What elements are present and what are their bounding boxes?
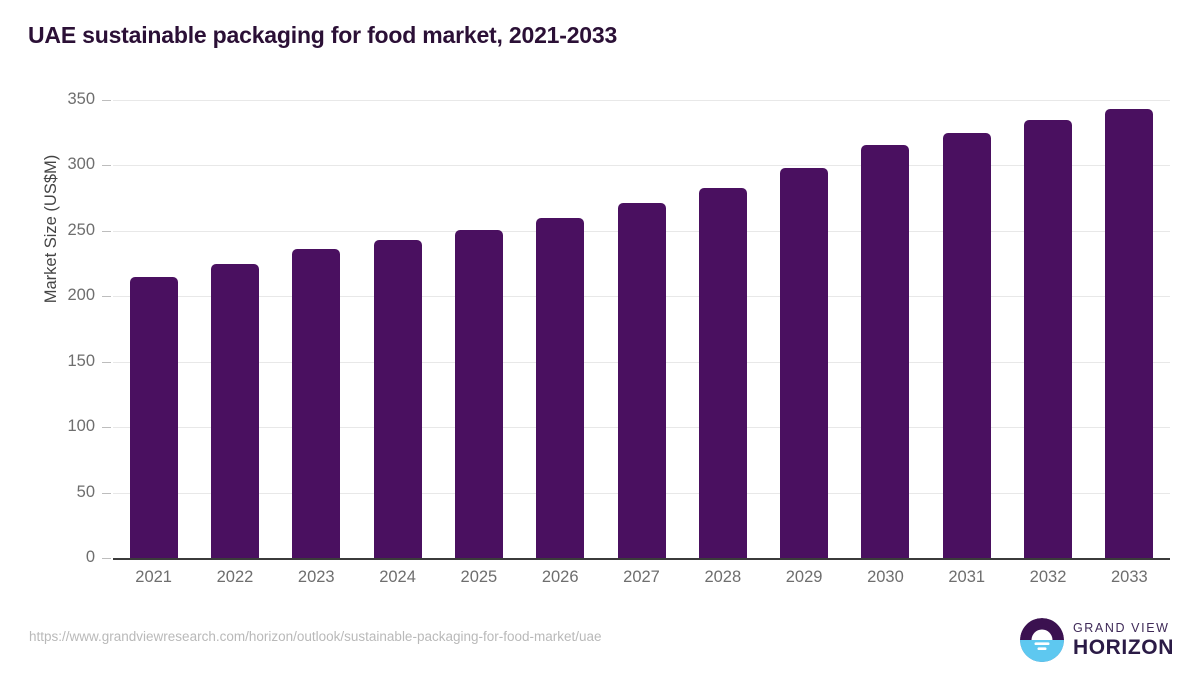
y-tick-label: 100 [67, 417, 95, 436]
y-tick-mark [102, 296, 111, 298]
y-tick-mark [102, 361, 111, 363]
x-tick-label-2024: 2024 [379, 568, 416, 586]
x-tick-label-2021: 2021 [135, 568, 172, 586]
bar-2021[interactable] [129, 276, 178, 558]
y-tick-mark [102, 558, 111, 559]
source-url[interactable]: https://www.grandviewresearch.com/horizo… [29, 629, 602, 644]
y-tick-mark [102, 100, 111, 101]
bar-2029[interactable] [780, 168, 829, 558]
bar-2025[interactable] [454, 229, 503, 558]
brand-name-line2: HORIZON [1072, 636, 1174, 660]
y-tick-label: 200 [67, 286, 95, 305]
y-tick-label: 250 [67, 220, 95, 239]
plot-area [113, 100, 1170, 558]
y-tick-label: 0 [85, 548, 95, 566]
y-tick-mark [102, 427, 111, 429]
sunrise-icon [1019, 618, 1064, 662]
x-tick-label-2022: 2022 [216, 568, 254, 586]
x-tick-label-2029: 2029 [785, 568, 823, 586]
y-tick-label: 150 [67, 351, 95, 370]
bar-2033[interactable] [1105, 109, 1154, 558]
bar-2030[interactable] [861, 144, 910, 558]
x-axis-line [113, 558, 1170, 560]
x-tick-label-2028: 2028 [704, 568, 742, 586]
y-tick-label: 350 [67, 90, 95, 108]
bar-2026[interactable] [536, 217, 585, 558]
y-tick-mark [102, 165, 111, 167]
gridline [113, 165, 1170, 167]
x-tick-label-2023: 2023 [297, 568, 335, 586]
bar-2023[interactable] [292, 249, 341, 558]
page-title: UAE sustainable packaging for food marke… [28, 22, 618, 48]
brand-logo-text: GRAND VIEW HORIZON [1073, 622, 1174, 659]
x-tick-label-2026: 2026 [541, 568, 579, 586]
brand-name-line1: GRAND VIEW [1072, 620, 1170, 635]
x-tick-label-2032: 2032 [1029, 568, 1067, 586]
y-tick-mark [102, 492, 111, 494]
bar-2024[interactable] [373, 240, 422, 558]
bar-2031[interactable] [942, 132, 991, 558]
bar-2022[interactable] [210, 263, 259, 558]
x-tick-label-2027: 2027 [623, 568, 660, 586]
x-tick-label-2025: 2025 [460, 568, 498, 586]
gridline [113, 100, 1170, 101]
bar-2032[interactable] [1024, 119, 1073, 558]
y-tick-mark [102, 230, 111, 232]
bar-2028[interactable] [698, 187, 747, 558]
bar-2027[interactable] [617, 203, 666, 558]
brand-logo: GRAND VIEW HORIZON [1019, 618, 1174, 662]
x-tick-label-2031: 2031 [948, 568, 986, 586]
x-tick-label-2033: 2033 [1110, 568, 1148, 586]
x-tick-label-2030: 2030 [867, 568, 904, 586]
y-tick-label: 50 [76, 482, 95, 501]
y-tick-label: 300 [67, 155, 95, 174]
